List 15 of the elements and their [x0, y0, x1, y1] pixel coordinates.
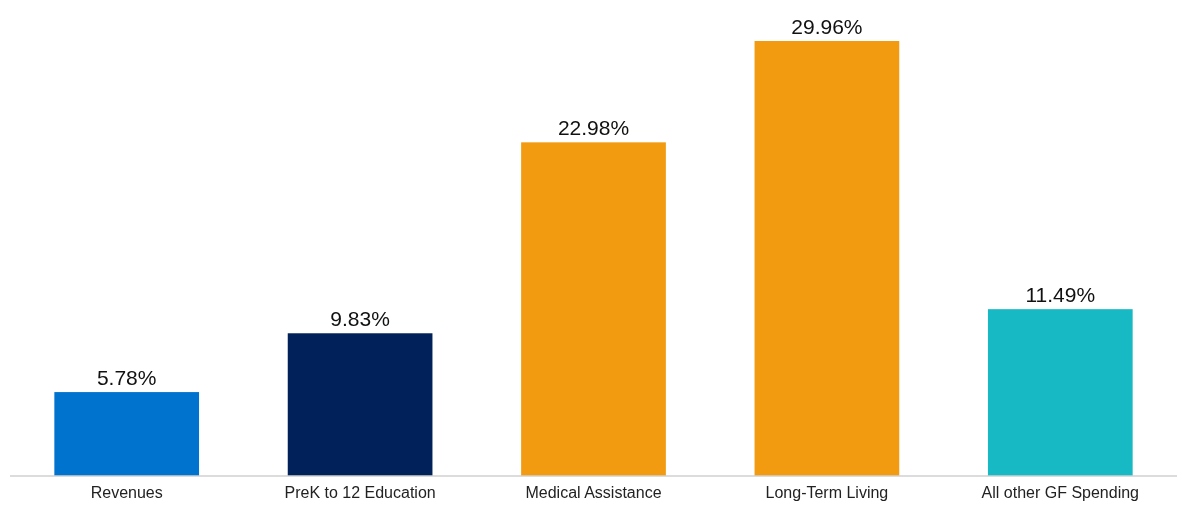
x-tick-label: All other GF Spending [981, 484, 1140, 501]
bar [754, 41, 900, 476]
x-tick-label: PreK to 12 Education [284, 484, 436, 501]
bar [287, 333, 433, 476]
bar [987, 309, 1133, 476]
data-label: 29.96% [791, 15, 863, 38]
data-label: 22.98% [557, 116, 630, 140]
data-label: 5.78% [96, 366, 157, 390]
x-tick-label: Long-Term Living [765, 484, 889, 501]
bar [521, 142, 666, 476]
bar [54, 392, 200, 476]
data-label: 9.83% [330, 307, 390, 331]
x-tick-label: Medical Assistance [525, 484, 662, 501]
data-label: 11.49% [1025, 283, 1096, 307]
x-tick-label: Revenues [90, 484, 163, 501]
